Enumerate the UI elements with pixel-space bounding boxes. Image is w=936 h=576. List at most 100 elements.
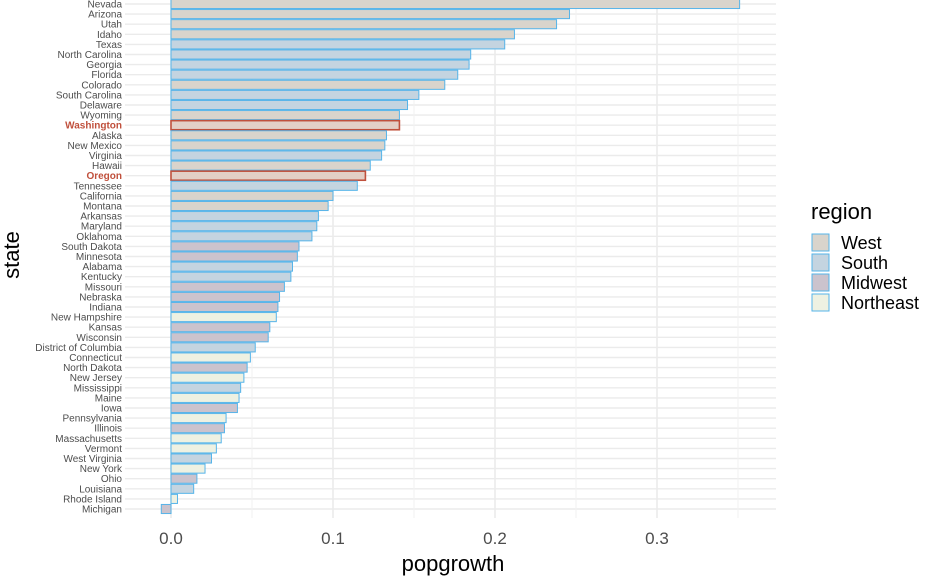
y-tick-label-georgia: Georgia xyxy=(86,60,122,71)
legend-label-south: South xyxy=(841,253,888,273)
y-tick-label-massachusetts: Massachusetts xyxy=(55,434,122,445)
y-tick-label-wisconsin: Wisconsin xyxy=(76,333,122,344)
y-tick-label-nevada: Nevada xyxy=(88,0,123,11)
y-tick-label-nebraska: Nebraska xyxy=(79,292,122,303)
x-axis-title: popgrowth xyxy=(402,551,505,576)
y-tick-label-florida: Florida xyxy=(91,70,122,81)
y-tick-label-virginia: Virginia xyxy=(89,151,123,162)
y-tick-label-colorado: Colorado xyxy=(81,80,122,91)
legend-key-northeast xyxy=(811,293,830,312)
bar-california xyxy=(170,190,334,201)
y-tick-label-new-york: New York xyxy=(80,464,123,475)
legend-label-west: West xyxy=(841,233,882,253)
bar-oregon xyxy=(170,170,367,182)
x-tick-label: 0.2 xyxy=(483,529,507,548)
bar-florida xyxy=(170,69,459,80)
bar-maryland xyxy=(170,221,318,232)
legend-key-south xyxy=(811,253,830,272)
y-tick-label-district-of-columbia: District of Columbia xyxy=(35,343,122,354)
y-tick-label-ohio: Ohio xyxy=(101,474,123,485)
y-tick-label-montana: Montana xyxy=(83,202,122,213)
bar-minnesota xyxy=(170,251,298,262)
y-tick-label-pennsylvania: Pennsylvania xyxy=(63,414,123,425)
y-tick-label-new-jersey: New Jersey xyxy=(70,373,122,384)
y-tick-label-texas: Texas xyxy=(96,40,122,51)
y-tick-label-south-carolina: South Carolina xyxy=(56,90,123,101)
y-tick-label-wyoming: Wyoming xyxy=(80,111,122,122)
y-tick-label-tennessee: Tennessee xyxy=(74,181,123,192)
bar-connecticut xyxy=(170,352,251,363)
y-tick-label-louisiana: Louisiana xyxy=(79,484,122,495)
y-tick-label-hawaii: Hawaii xyxy=(92,161,122,172)
bar-wisconsin xyxy=(170,332,269,343)
y-tick-label-minnesota: Minnesota xyxy=(76,252,123,263)
bar-michigan xyxy=(160,503,172,515)
bar-iowa xyxy=(170,402,238,414)
bar-new-jersey xyxy=(170,372,245,383)
legend-key-west xyxy=(811,233,830,252)
bar-alabama xyxy=(170,261,293,272)
y-tick-label-indiana: Indiana xyxy=(89,303,122,314)
bar-colorado xyxy=(170,79,446,90)
bar-ohio xyxy=(170,473,198,484)
bar-alaska xyxy=(170,130,387,141)
bar-south-dakota xyxy=(170,241,300,252)
bar-wyoming xyxy=(170,110,400,121)
y-tick-label-new-mexico: New Mexico xyxy=(68,141,123,152)
y-tick-label-oregon: Oregon xyxy=(86,171,122,182)
y-tick-label-new-hampshire: New Hampshire xyxy=(51,313,123,324)
y-tick-label-vermont: Vermont xyxy=(85,444,122,455)
y-tick-label-connecticut: Connecticut xyxy=(69,353,122,364)
bar-pennsylvania xyxy=(170,413,227,424)
y-tick-label-alabama: Alabama xyxy=(83,262,123,273)
y-tick-label-kansas: Kansas xyxy=(89,323,122,334)
y-tick-label-north-dakota: North Dakota xyxy=(63,363,122,374)
bar-georgia xyxy=(170,59,470,70)
bar-louisiana xyxy=(170,483,195,494)
bar-arkansas xyxy=(170,211,319,222)
y-tick-label-washington: Washington xyxy=(65,121,122,132)
bar-hawaii xyxy=(170,160,371,171)
bar-delaware xyxy=(170,99,409,111)
y-axis-title: state xyxy=(0,231,24,279)
y-tick-label-west-virginia: West Virginia xyxy=(63,454,122,465)
bar-mississippi xyxy=(170,382,242,393)
y-tick-label-oklahoma: Oklahoma xyxy=(76,232,122,243)
bar-virginia xyxy=(170,150,383,161)
x-tick-label: 0.0 xyxy=(159,529,183,548)
y-tick-label-california: California xyxy=(80,191,123,202)
bar-west-virginia xyxy=(170,453,212,464)
x-tick-label: 0.3 xyxy=(645,529,669,548)
bar-montana xyxy=(170,200,329,212)
bar-tennessee xyxy=(170,180,358,191)
y-tick-label-mississippi: Mississippi xyxy=(74,383,122,394)
bar-north-dakota xyxy=(170,362,248,373)
bar-kentucky xyxy=(170,271,292,282)
y-tick-label-alaska: Alaska xyxy=(92,131,122,142)
y-tick-label-utah: Utah xyxy=(101,20,122,31)
y-tick-label-arizona: Arizona xyxy=(88,10,122,21)
y-tick-label-north-carolina: North Carolina xyxy=(58,50,123,61)
y-tick-label-maine: Maine xyxy=(95,393,123,404)
bar-oklahoma xyxy=(170,231,313,242)
bars xyxy=(160,0,741,515)
y-tick-label-arkansas: Arkansas xyxy=(80,212,122,223)
bar-new-hampshire xyxy=(170,312,277,323)
x-tick-label: 0.1 xyxy=(321,529,345,548)
y-tick-label-idaho: Idaho xyxy=(97,30,122,41)
bar-north-carolina xyxy=(170,49,472,60)
y-tick-label-missouri: Missouri xyxy=(85,282,122,293)
legend-label-northeast: Northeast xyxy=(841,293,919,313)
bar-nevada xyxy=(170,0,741,10)
y-tick-label-iowa: Iowa xyxy=(101,404,123,415)
bar-south-carolina xyxy=(170,89,420,100)
bar-new-mexico xyxy=(170,140,386,151)
bar-arizona xyxy=(170,9,571,20)
x-tick-labels: 0.0 0.1 0.2 0.3 xyxy=(159,529,669,548)
legend-key-midwest xyxy=(811,273,830,292)
bar-district-of-columbia xyxy=(170,342,256,353)
